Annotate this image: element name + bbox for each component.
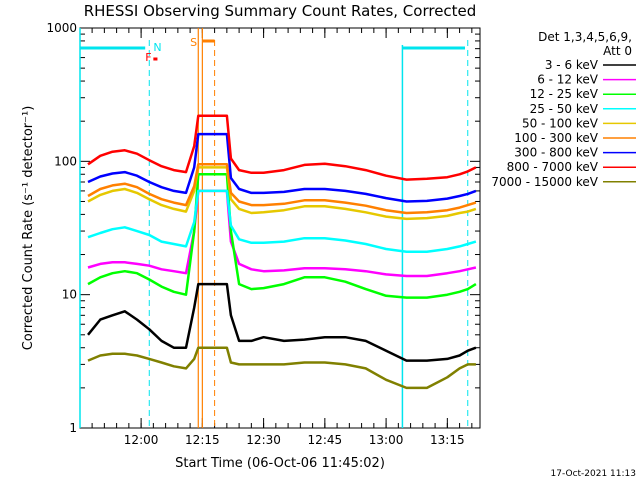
night-marker-label: N <box>153 41 161 54</box>
timestamp: 17-Oct-2021 11:13 <box>551 469 636 479</box>
legend-label: 3 - 6 keV <box>545 58 599 72</box>
saa-marker-label: S <box>190 36 197 49</box>
series-layer <box>87 114 477 390</box>
series-line-7 <box>87 114 477 181</box>
x-axis-label: Start Time (06-Oct-06 11:45:02) <box>175 456 385 471</box>
series-line-0 <box>87 282 477 362</box>
series-line-1 <box>87 189 477 278</box>
legend-label: 7000 - 15000 keV <box>491 175 598 189</box>
annotation-markers: FN S <box>79 28 469 428</box>
series-line-2 <box>87 173 477 299</box>
legend-label: 50 - 100 keV <box>522 116 599 130</box>
plot-frame <box>79 27 481 429</box>
y-tick-label: 1000 <box>46 21 77 35</box>
y-axis-ticks: 1 10 100 1000 <box>46 21 480 435</box>
series-line-3 <box>87 189 477 253</box>
x-tick-label: 13:15 <box>430 433 465 447</box>
series-line-8 <box>87 346 476 390</box>
legend-header-attenuator: Att 0 <box>603 44 632 58</box>
x-tick-label: 12:00 <box>124 433 159 447</box>
legend-label: 6 - 12 keV <box>537 73 599 87</box>
chart-title: RHESSI Observing Summary Count Rates, Co… <box>84 2 477 20</box>
series-line-6 <box>87 132 477 203</box>
y-axis-label: Corrected Count Rate (s⁻¹ detector⁻¹) <box>21 106 36 351</box>
plot-area <box>79 27 481 429</box>
legend-label: 100 - 300 keV <box>514 131 598 145</box>
legend-label: 12 - 25 keV <box>530 87 599 101</box>
legend-label: 800 - 7000 keV <box>507 160 599 174</box>
series-line-4 <box>87 166 477 221</box>
y-tick-label: 100 <box>54 154 77 168</box>
flare-marker-label: F <box>145 51 151 64</box>
x-tick-label: 13:00 <box>369 433 404 447</box>
x-tick-label: 12:15 <box>185 433 220 447</box>
x-axis-ticks: 12:00 12:15 12:30 12:45 13:00 13:15 <box>91 28 473 447</box>
legend-label: 300 - 800 keV <box>514 146 598 160</box>
y-tick-label: 1 <box>69 421 77 435</box>
y-tick-label: 10 <box>62 288 77 302</box>
legend-header-detectors: Det 1,3,4,5,6,9, <box>538 30 632 44</box>
series-line-5 <box>87 163 477 215</box>
legend-label: 25 - 50 keV <box>530 102 599 116</box>
x-tick-label: 12:30 <box>246 433 281 447</box>
x-tick-label: 12:45 <box>308 433 343 447</box>
